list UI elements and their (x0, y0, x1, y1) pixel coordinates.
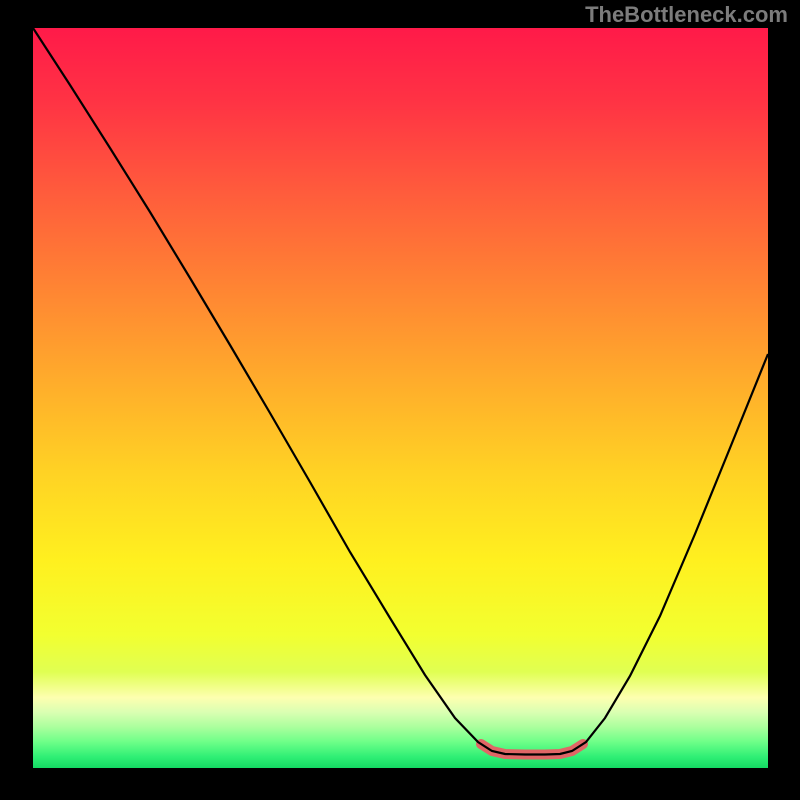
plot-background (33, 28, 768, 768)
watermark-text: TheBottleneck.com (585, 2, 788, 28)
bottleneck-chart (0, 0, 800, 800)
